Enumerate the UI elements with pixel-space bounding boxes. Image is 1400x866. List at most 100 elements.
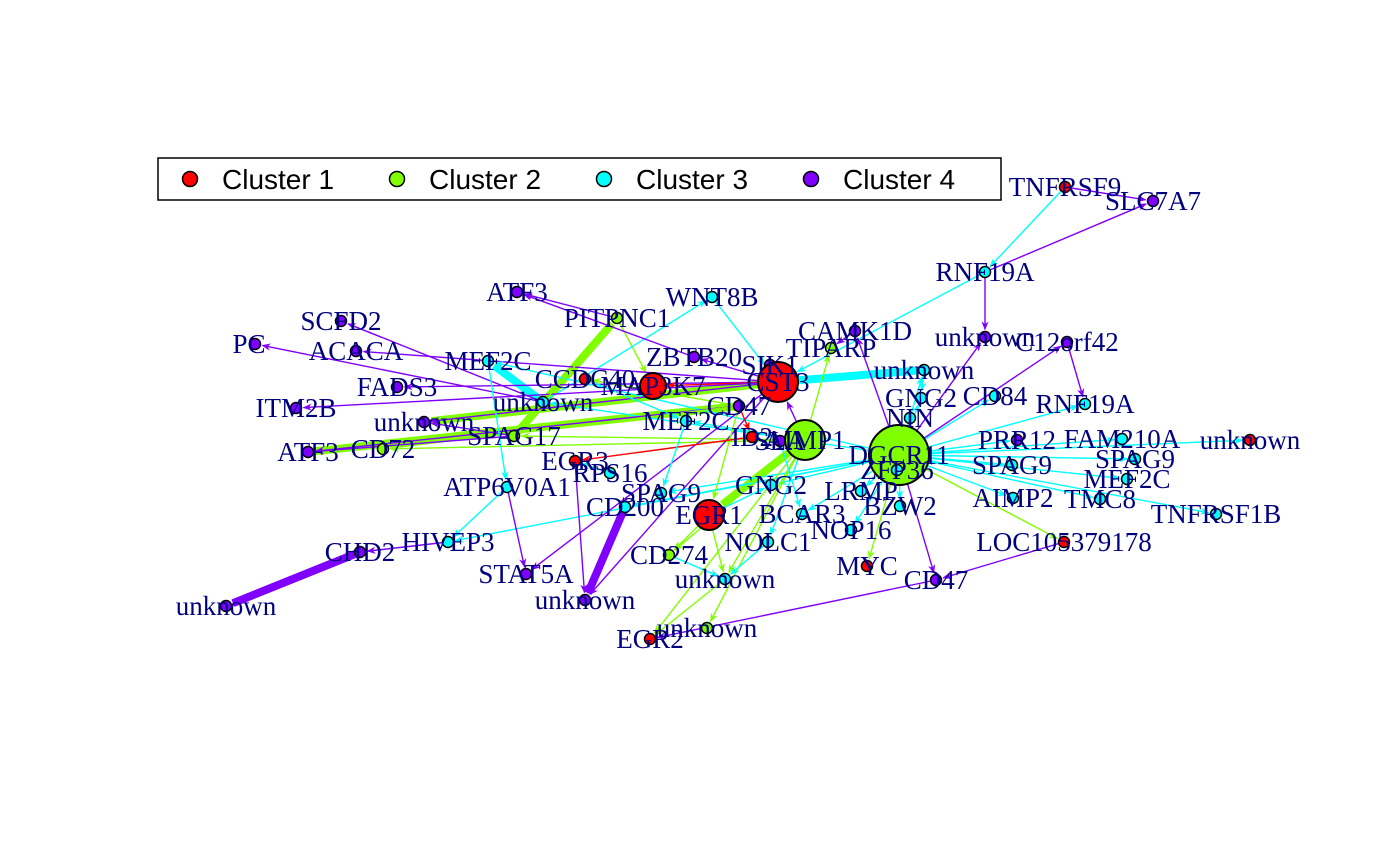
node-FADS3[interactable] [390, 380, 404, 394]
node-C12orf42[interactable] [1060, 335, 1074, 349]
node-label-EGR1: EGR1 [675, 500, 743, 530]
node-MEF2C_c[interactable] [1120, 472, 1134, 486]
node-TNFRSF1B[interactable] [1209, 507, 1223, 521]
node-unknown_g[interactable] [578, 593, 592, 607]
node-ATP6V0A1[interactable] [500, 480, 514, 494]
node-MYC[interactable] [860, 559, 874, 573]
node-EGR1[interactable] [693, 499, 725, 531]
node-PCA[interactable] [248, 337, 262, 351]
node-CAMK1D[interactable] [848, 324, 862, 338]
node-PRR12[interactable] [1010, 433, 1024, 447]
node-NOLC1[interactable] [761, 535, 775, 549]
node-CD72[interactable] [376, 442, 390, 456]
edge-MEF2C_b-to-SPAG9_a [662, 420, 687, 487]
node-ID2[interactable] [745, 430, 759, 444]
node-CCDC40[interactable] [578, 372, 592, 386]
edge-CHD2-to-unknown_h [232, 551, 361, 604]
node-MEF2C_b[interactable] [679, 414, 693, 428]
node-PITPNC1[interactable] [610, 311, 624, 325]
node-CST3[interactable] [757, 361, 799, 403]
node-unknown_a[interactable] [978, 330, 992, 344]
node-unknown_b[interactable] [536, 395, 550, 409]
edge-MEF2C_a-to-ATP6V0A1 [487, 360, 509, 481]
node-CHD2[interactable] [353, 545, 367, 559]
node-CD47_a[interactable] [732, 399, 746, 413]
node-DGCR11[interactable] [868, 424, 930, 486]
edge-AIMP1-to-CD72 [389, 439, 806, 453]
node-label-MEF2C_c: MEF2C [1083, 464, 1170, 494]
node-AIMP1[interactable] [784, 419, 826, 461]
node-AIMP2[interactable] [1006, 491, 1020, 505]
edge-unknown_b-to-SCFD2 [347, 323, 544, 403]
node-label-CD47_b: CD47 [904, 565, 969, 595]
node-unknown_f[interactable] [718, 572, 732, 586]
node-STAT5A[interactable] [519, 567, 533, 581]
node-CD47_b[interactable] [929, 573, 943, 587]
node-label-CD47_a: CD47 [707, 391, 772, 421]
node-EGR2[interactable] [643, 632, 657, 646]
node-ATF3_b[interactable] [301, 445, 315, 459]
node-label-unknown_g: unknown [535, 585, 636, 615]
node-label-SLC7A7: SLC7A7 [1105, 186, 1201, 216]
edge-SPAG17-to-PITPNC1 [513, 322, 613, 437]
edge-TNFRSF9-to-SLC7A7 [1064, 186, 1147, 203]
node-SPAG9_c[interactable] [1128, 452, 1142, 466]
node-TNFRSF9[interactable] [1058, 180, 1072, 194]
node-SPAG9_b[interactable] [1005, 458, 1019, 472]
node-CD200[interactable] [618, 500, 632, 514]
node-CD274[interactable] [662, 548, 676, 562]
edge-AIMP1-to-CD274 [674, 439, 806, 551]
node-ACACA[interactable] [349, 344, 363, 358]
node-unknown_h[interactable] [219, 599, 233, 613]
node-unknown_c[interactable] [917, 363, 931, 377]
node-LRMP[interactable] [854, 484, 868, 498]
node-ZBTB20[interactable] [687, 350, 701, 364]
node-label-unknown_c: unknown [874, 355, 975, 385]
node-BCAR3[interactable] [795, 507, 809, 521]
node-label-HIVEP3: HIVEP3 [402, 527, 495, 557]
edge-CD274-to-unknown_f [668, 554, 719, 577]
legend-marker-cluster-2 [388, 170, 406, 188]
node-RNF19A_a[interactable] [978, 265, 992, 279]
node-label-ITM2B: ITM2B [256, 393, 337, 423]
node-MAP3K7[interactable] [639, 372, 667, 400]
node-label-CD200: CD200 [586, 492, 664, 522]
node-LOC105379178[interactable] [1057, 535, 1071, 549]
node-NOP16[interactable] [844, 523, 858, 537]
node-unknown_e[interactable] [1243, 433, 1257, 447]
node-label-GNG2_a: GNG2 [885, 383, 957, 413]
node-TIPARP[interactable] [824, 341, 838, 355]
node-BZW2[interactable] [893, 499, 907, 513]
node-label-TMC8: TMC8 [1064, 484, 1136, 514]
edge-CCDC40-to-MEF2C_b [584, 378, 680, 419]
node-label-unknown_b: unknown [493, 387, 594, 417]
node-RPS16[interactable] [603, 466, 617, 480]
node-SCFD2[interactable] [334, 314, 348, 328]
node-ITM2B[interactable] [289, 401, 303, 415]
node-ATF3_a[interactable] [510, 285, 524, 299]
node-GNG2_b[interactable] [764, 478, 778, 492]
node-HIVEP3[interactable] [441, 535, 455, 549]
node-TMC8[interactable] [1093, 492, 1107, 506]
node-MEF2C_a[interactable] [481, 354, 495, 368]
node-label-C12orf42: C12orf42 [1015, 327, 1119, 357]
node-FAM210A[interactable] [1115, 432, 1129, 446]
node-label-TNFRSF9: TNFRSF9 [1009, 172, 1122, 202]
node-GNG2_a[interactable] [914, 391, 928, 405]
node-CD84[interactable] [988, 389, 1002, 403]
node-label-CHD2: CHD2 [325, 537, 396, 567]
node-NIN[interactable] [903, 411, 917, 425]
node-WNT8B[interactable] [705, 290, 719, 304]
node-SPAG17[interactable] [507, 429, 521, 443]
edge-CST3-to-unknown_g [589, 381, 779, 596]
node-label-CD72: CD72 [351, 434, 416, 464]
node-RNF19A_b[interactable] [1078, 397, 1092, 411]
node-ZFP36[interactable] [890, 463, 904, 477]
node-unknown_d[interactable] [417, 415, 431, 429]
node-label-TNFRSF1B: TNFRSF1B [1151, 499, 1282, 529]
node-SPAG9_a[interactable] [654, 486, 668, 500]
node-EGR3[interactable] [568, 454, 582, 468]
node-SLC7A7[interactable] [1146, 194, 1160, 208]
node-unknown_i[interactable] [700, 621, 714, 635]
